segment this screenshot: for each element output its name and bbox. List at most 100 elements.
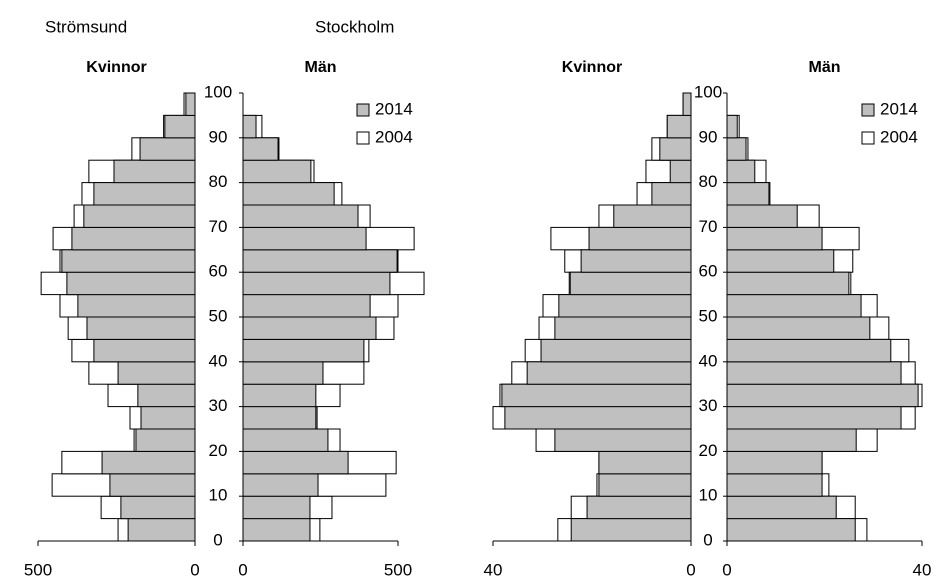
legend-swatch xyxy=(861,103,875,117)
legend-swatch xyxy=(356,131,370,145)
bar xyxy=(242,518,311,542)
bar xyxy=(669,159,692,184)
bar xyxy=(140,406,196,430)
bar xyxy=(135,428,196,452)
bar xyxy=(61,249,196,273)
bar xyxy=(726,114,738,139)
bar xyxy=(242,383,317,408)
bar xyxy=(580,249,692,273)
bar xyxy=(651,182,692,206)
legend-swatch xyxy=(356,103,370,117)
bar xyxy=(726,406,902,430)
bar xyxy=(726,316,871,340)
bar xyxy=(726,428,857,452)
panel-title: Män xyxy=(809,59,841,76)
y-tick-label: 70 xyxy=(209,217,228,236)
y-tick-label: 70 xyxy=(699,217,718,236)
bar xyxy=(726,338,892,363)
bar xyxy=(588,226,692,251)
bar xyxy=(501,383,692,408)
y-tick-label: 30 xyxy=(209,396,228,415)
bar xyxy=(586,495,692,520)
bar xyxy=(242,182,335,206)
x-tick-label: 0 xyxy=(686,560,695,579)
bar xyxy=(558,294,692,318)
bar xyxy=(120,495,196,520)
bar xyxy=(540,338,692,363)
y-tick-label: 40 xyxy=(699,351,718,370)
bar xyxy=(137,383,196,408)
bar xyxy=(127,518,196,542)
legend-label: 2014 xyxy=(880,99,918,118)
y-tick-label: 80 xyxy=(209,172,228,191)
bar xyxy=(242,159,312,184)
bar xyxy=(86,316,196,340)
y-tick-label: 50 xyxy=(209,306,228,325)
bar xyxy=(726,226,823,251)
bar xyxy=(726,271,850,296)
bar xyxy=(242,271,391,296)
panel-title: Kvinnor xyxy=(562,59,622,76)
bar xyxy=(242,294,371,318)
bar xyxy=(93,182,196,206)
bar xyxy=(726,137,747,161)
bar xyxy=(726,294,862,318)
y-tick-label: 20 xyxy=(699,441,718,460)
bar xyxy=(101,450,196,475)
bar xyxy=(726,159,756,184)
bar xyxy=(83,204,196,228)
bar xyxy=(242,450,349,475)
bar xyxy=(242,204,359,228)
bar xyxy=(242,361,324,385)
bar xyxy=(242,406,317,430)
y-tick-label: 60 xyxy=(699,262,718,281)
bar xyxy=(598,473,692,497)
y-tick-label: 90 xyxy=(209,127,228,146)
bar xyxy=(164,114,196,139)
y-tick-label: 40 xyxy=(209,351,228,370)
x-tick-label: 40 xyxy=(913,560,932,579)
bar xyxy=(66,271,196,296)
bar xyxy=(726,182,770,206)
bar xyxy=(726,204,798,228)
bar xyxy=(71,226,196,251)
bar xyxy=(726,473,823,497)
bar xyxy=(726,361,902,385)
bar xyxy=(109,473,196,497)
legend-label: 2004 xyxy=(880,127,918,146)
y-tick-label: 90 xyxy=(699,127,718,146)
bar xyxy=(93,338,196,363)
bar xyxy=(569,271,692,296)
y-tick-label: 100 xyxy=(204,82,232,101)
bar xyxy=(139,137,196,161)
bar xyxy=(242,137,279,161)
x-tick-label: 0 xyxy=(722,560,731,579)
bar xyxy=(613,204,692,228)
panel-title: Kvinnor xyxy=(86,59,146,76)
bar xyxy=(682,92,692,116)
bar xyxy=(77,294,196,318)
bar xyxy=(598,450,692,475)
chart-title: Stockholm xyxy=(315,17,394,36)
bar xyxy=(117,361,196,385)
bar xyxy=(726,518,856,542)
legend-label: 2004 xyxy=(375,127,413,146)
bar xyxy=(185,92,196,116)
x-tick-label: 40 xyxy=(484,560,503,579)
bar xyxy=(570,518,692,542)
y-tick-label: 20 xyxy=(209,441,228,460)
y-tick-label: 50 xyxy=(699,306,718,325)
y-tick-label: 100 xyxy=(694,82,722,101)
bar xyxy=(504,406,692,430)
chart-title: Strömsund xyxy=(45,17,127,36)
y-tick-label: 10 xyxy=(699,486,718,505)
bar xyxy=(726,383,919,408)
bar xyxy=(242,316,377,340)
bar xyxy=(554,316,692,340)
bar xyxy=(242,226,367,251)
x-tick-label: 0 xyxy=(190,560,199,579)
y-tick-label: 0 xyxy=(213,530,222,549)
y-tick-label: 0 xyxy=(703,530,712,549)
